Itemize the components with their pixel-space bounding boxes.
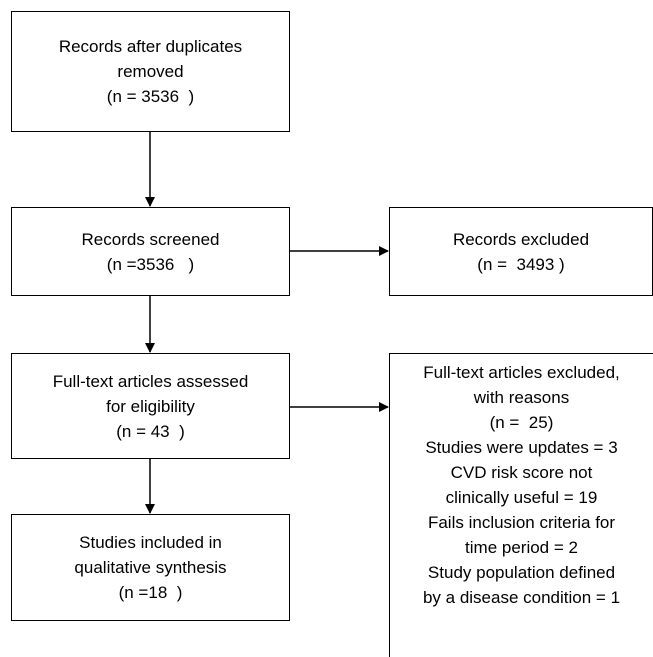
box-count: (n = 43 ) (116, 421, 185, 441)
box-count: (n = 3493 ) (477, 254, 565, 274)
box-count: (n = 3536 ) (106, 87, 195, 106)
exclusion-reason: Study population defined (427, 563, 616, 582)
box-text-line: Records excluded (452, 229, 590, 249)
exclusion-reason: by a disease condition = 1 (422, 588, 621, 607)
fulltext-excluded-box: Full-text articles excluded, with reason… (389, 353, 653, 657)
studies-included-box: Studies included in qualitative synthesi… (11, 514, 290, 621)
box-text-line: removed (117, 62, 184, 81)
box-text-line: for eligibility (106, 396, 195, 416)
box-text-line: qualitative synthesis (74, 558, 227, 577)
records-screened-box: Records screened (n =3536 ) (11, 207, 290, 296)
box-text-line: Full-text articles assessed (52, 371, 249, 391)
exclusion-reason: clinically useful = 19 (445, 488, 598, 507)
box-count: (n =3536 ) (106, 254, 195, 274)
records-after-duplicates-box: Records after duplicates removed (n = 35… (11, 11, 290, 132)
records-excluded-box: Records excluded (n = 3493 ) (389, 207, 653, 296)
box-text-line: with reasons (473, 388, 570, 407)
exclusion-reason: Studies were updates = 3 (425, 438, 618, 457)
box-count: (n =18 ) (118, 583, 183, 602)
exclusion-reason: Fails inclusion criteria for (427, 513, 616, 532)
box-text-line: Records after duplicates (58, 37, 243, 56)
exclusion-reason: time period = 2 (465, 538, 578, 557)
box-count: (n = 25) (489, 413, 554, 432)
box-text-line: Studies included in (79, 533, 222, 552)
box-text-line: Full-text articles excluded, (423, 363, 620, 382)
fulltext-assessed-box: Full-text articles assessed for eligibil… (11, 353, 290, 459)
box-text-line: Records screened (81, 229, 220, 249)
exclusion-reason: CVD risk score not (450, 463, 593, 482)
